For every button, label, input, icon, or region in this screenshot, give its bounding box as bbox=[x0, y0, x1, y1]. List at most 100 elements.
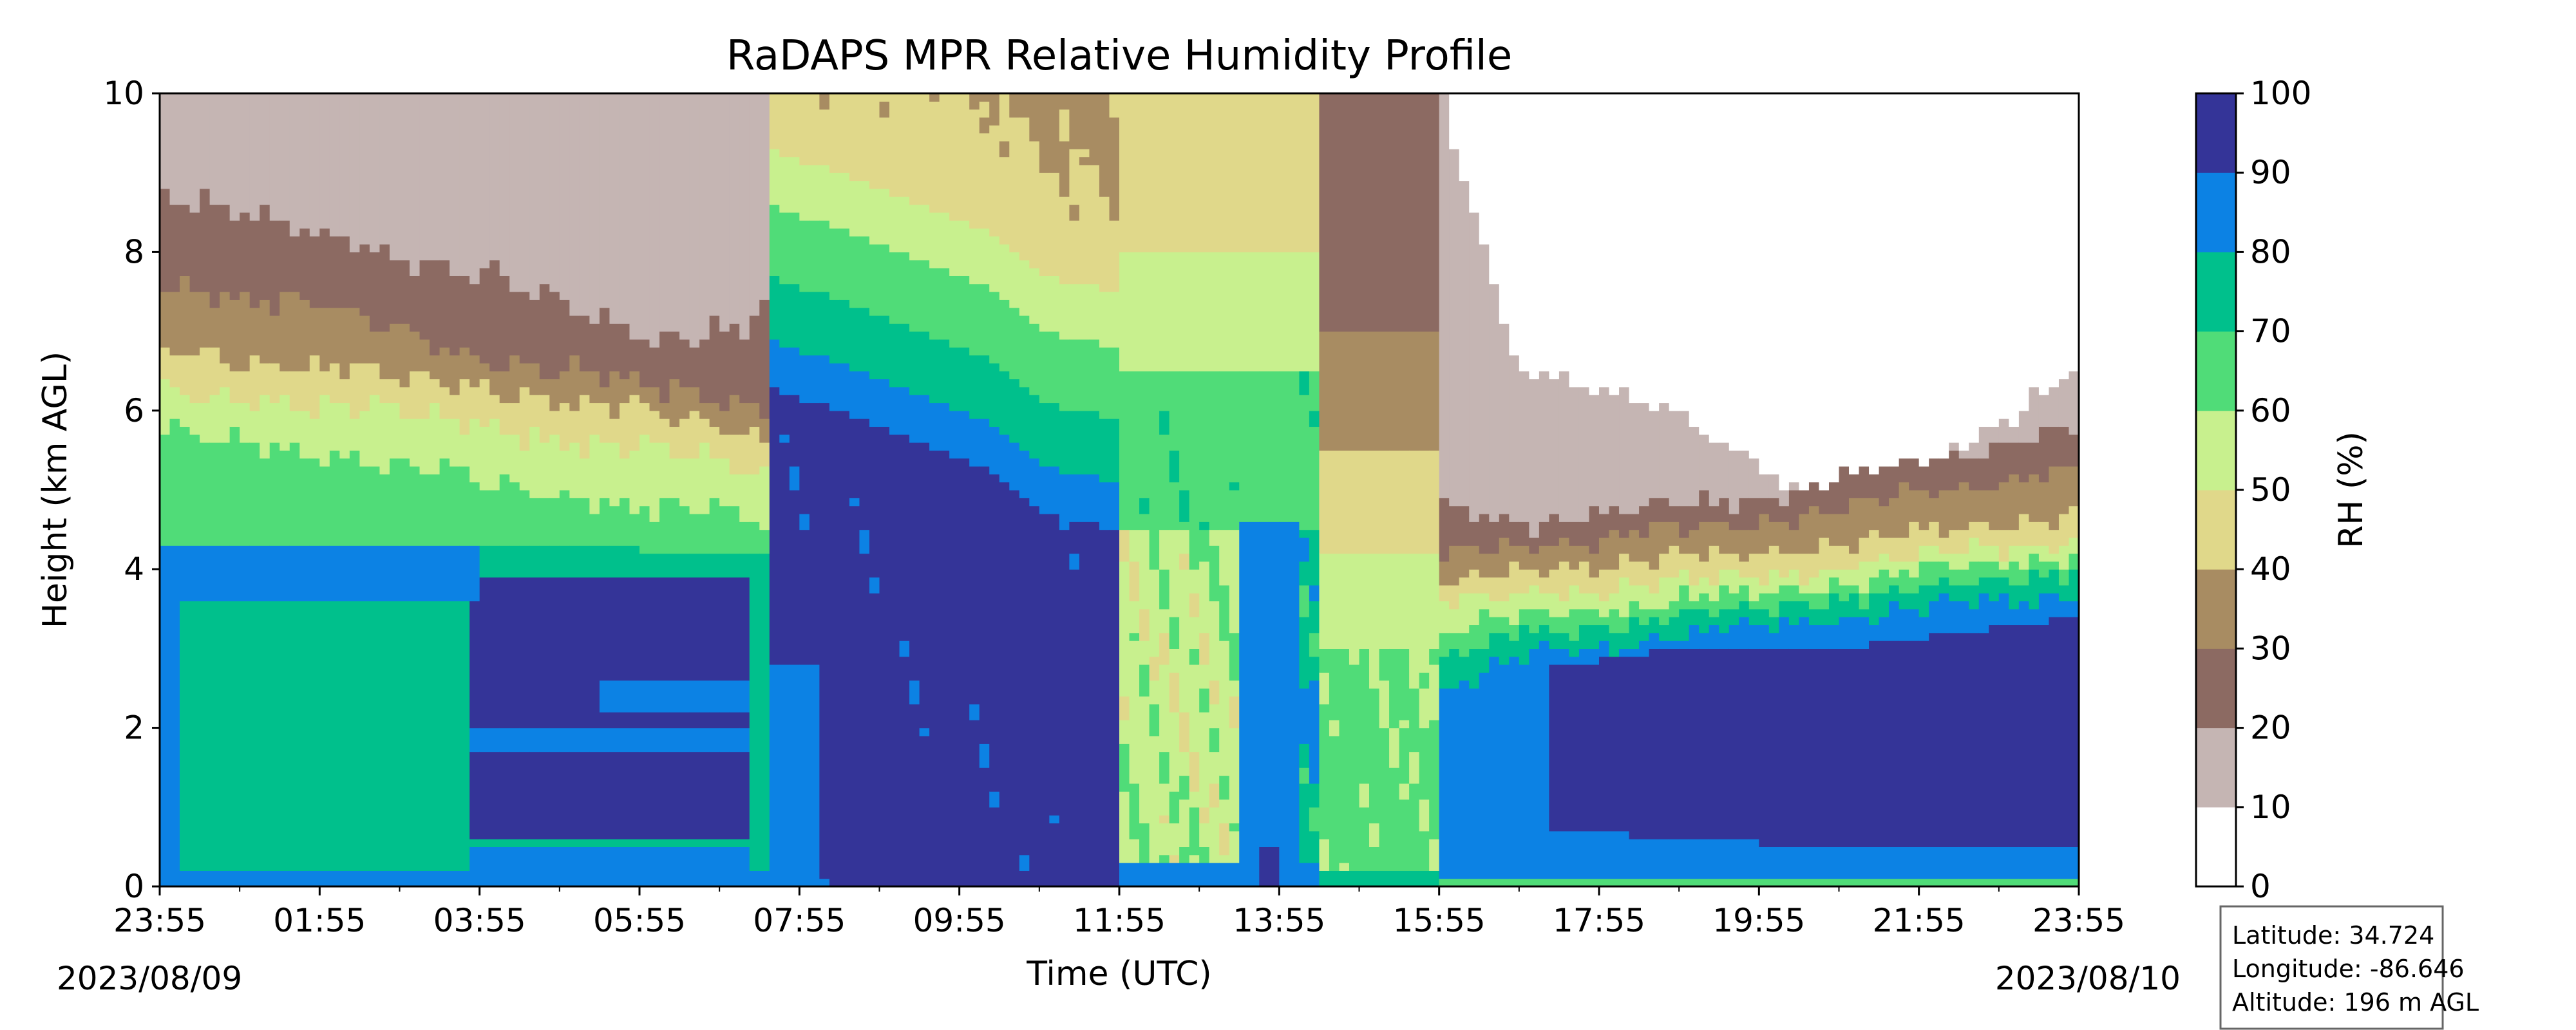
rh-contour-cell bbox=[569, 847, 580, 886]
rh-contour-cell bbox=[1419, 553, 1430, 673]
rh-contour-cell bbox=[1309, 656, 1320, 681]
rh-contour-cell bbox=[1509, 641, 1520, 657]
rh-contour-cell bbox=[1689, 93, 1700, 427]
rh-contour-cell bbox=[339, 870, 350, 886]
rh-contour-cell bbox=[559, 545, 570, 578]
colorbar-swatch bbox=[2196, 93, 2236, 173]
rh-contour-cell bbox=[1139, 93, 1150, 252]
rh-contour-cell bbox=[679, 711, 690, 729]
rh-contour-cell bbox=[739, 434, 750, 474]
rh-contour-cell bbox=[1469, 688, 1480, 879]
rh-contour-cell bbox=[489, 259, 500, 371]
rh-contour-cell bbox=[849, 498, 860, 507]
rh-contour-cell bbox=[1429, 720, 1440, 839]
rh-contour-cell bbox=[639, 402, 650, 435]
rh-contour-cell bbox=[279, 371, 290, 395]
rh-contour-cell bbox=[1209, 93, 1220, 252]
rh-contour-cell bbox=[1399, 648, 1410, 720]
rh-contour-cell bbox=[949, 458, 960, 886]
rh-contour-cell bbox=[1689, 426, 1700, 507]
rh-contour-cell bbox=[410, 466, 421, 546]
rh-contour-cell bbox=[1649, 839, 1660, 879]
rh-contour-cell bbox=[1549, 878, 1560, 886]
rh-contour-cell bbox=[1889, 601, 1900, 641]
rh-contour-cell bbox=[469, 839, 480, 847]
rh-contour-cell bbox=[1179, 863, 1190, 886]
rh-contour-cell bbox=[649, 442, 660, 522]
rh-contour-cell bbox=[1578, 878, 1590, 886]
rh-contour-cell bbox=[619, 839, 630, 847]
rh-contour-cell bbox=[919, 331, 930, 395]
rh-contour-cell bbox=[1589, 505, 1600, 554]
rh-contour-cell bbox=[419, 474, 430, 546]
rh-contour-cell bbox=[789, 156, 800, 213]
rh-contour-cell bbox=[769, 664, 780, 886]
rh-contour-cell bbox=[1909, 608, 1920, 641]
rh-contour-cell bbox=[1549, 93, 1560, 380]
rh-contour-cell bbox=[2029, 608, 2040, 626]
rh-contour-cell bbox=[1828, 93, 1840, 483]
rh-contour-cell bbox=[859, 529, 870, 554]
rh-contour-cell bbox=[739, 93, 750, 340]
rh-contour-cell bbox=[469, 751, 480, 839]
rh-contour-cell bbox=[379, 545, 390, 602]
rh-contour-cell bbox=[1938, 847, 1949, 879]
rh-contour-cell bbox=[1779, 617, 1790, 649]
rh-contour-cell bbox=[489, 93, 500, 261]
rh-contour-cell bbox=[749, 402, 760, 427]
rh-contour-cell bbox=[1339, 863, 1350, 871]
rh-contour-cell bbox=[1359, 648, 1370, 784]
rh-contour-cell bbox=[339, 601, 350, 871]
rh-contour-cell bbox=[999, 156, 1010, 245]
rh-contour-cell bbox=[1339, 450, 1350, 554]
rh-contour-cell bbox=[759, 553, 770, 871]
rh-contour-cell bbox=[1539, 624, 1549, 641]
rh-contour-cell bbox=[1309, 601, 1320, 633]
rh-contour-cell bbox=[609, 545, 620, 578]
rh-contour-cell bbox=[1379, 553, 1390, 649]
rh-contour-cell bbox=[359, 410, 370, 467]
rh-contour-cell bbox=[2029, 878, 2040, 886]
x-tick-label: 03:55 bbox=[433, 902, 526, 939]
rh-contour-cell bbox=[989, 791, 1000, 808]
rh-contour-cell bbox=[1859, 561, 1870, 594]
rh-contour-cell bbox=[1169, 93, 1180, 252]
rh-contour-cell bbox=[689, 513, 700, 554]
rh-contour-cell bbox=[1159, 815, 1170, 824]
rh-contour-cell bbox=[1189, 854, 1200, 863]
rh-contour-cell bbox=[769, 276, 780, 340]
rh-contour-cell bbox=[609, 577, 620, 681]
rh-contour-cell bbox=[1479, 244, 1490, 514]
rh-contour-cell bbox=[509, 434, 520, 483]
rh-contour-cell bbox=[249, 307, 260, 356]
rh-contour-cell bbox=[739, 847, 750, 886]
colorbar-swatch bbox=[2196, 648, 2236, 729]
rh-contour-cell bbox=[2049, 529, 2060, 554]
rh-contour-cell bbox=[769, 149, 780, 205]
rh-contour-cell bbox=[699, 711, 710, 729]
rh-contour-cell bbox=[589, 577, 600, 729]
rh-contour-cell bbox=[180, 870, 191, 886]
rh-contour-cell bbox=[489, 371, 500, 395]
rh-contour-cell bbox=[599, 93, 611, 308]
rh-contour-cell bbox=[849, 180, 860, 237]
rh-contour-cell bbox=[1059, 474, 1070, 530]
rh-contour-cell bbox=[1849, 878, 1860, 886]
rh-contour-cell bbox=[499, 371, 510, 404]
rh-contour-cell bbox=[1429, 839, 1440, 871]
rh-contour-cell bbox=[699, 847, 710, 886]
rh-contour-cell bbox=[1958, 601, 1969, 633]
rh-contour-cell bbox=[839, 93, 850, 173]
rh-contour-cell bbox=[979, 355, 990, 419]
rh-contour-cell bbox=[2069, 505, 2079, 538]
rh-contour-cell bbox=[599, 680, 611, 713]
rh-contour-cell bbox=[1629, 839, 1640, 879]
rh-contour-cell bbox=[2058, 569, 2070, 586]
rh-contour-cell bbox=[1139, 252, 1150, 371]
rh-contour-cell bbox=[769, 204, 780, 276]
rh-contour-cell bbox=[2038, 521, 2050, 546]
rh-contour-cell bbox=[1889, 585, 1900, 602]
rh-contour-cell bbox=[709, 498, 720, 554]
rh-contour-cell bbox=[209, 347, 220, 395]
rh-contour-cell bbox=[889, 196, 900, 252]
